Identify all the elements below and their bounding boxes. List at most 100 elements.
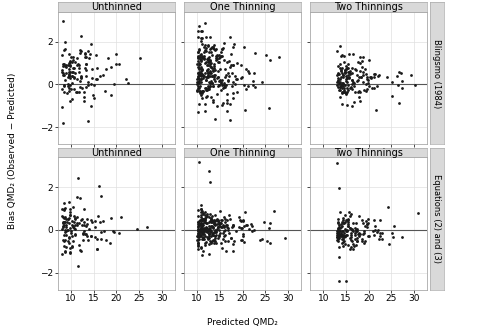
- Point: [338, 73, 346, 78]
- Point: [336, 79, 344, 85]
- Text: Unthinned: Unthinned: [91, 148, 142, 158]
- Point: [194, 50, 202, 55]
- Point: [66, 234, 74, 239]
- Point: [204, 56, 212, 61]
- Point: [358, 58, 366, 63]
- Point: [195, 62, 203, 68]
- Point: [198, 79, 205, 84]
- Point: [65, 70, 73, 75]
- Point: [371, 223, 379, 229]
- Point: [204, 220, 212, 225]
- Point: [205, 242, 213, 247]
- Point: [338, 228, 345, 233]
- Point: [69, 204, 77, 210]
- Point: [90, 234, 98, 240]
- Point: [204, 84, 212, 89]
- Point: [338, 232, 346, 237]
- Point: [336, 66, 344, 71]
- Point: [72, 59, 80, 65]
- Point: [194, 80, 202, 85]
- Point: [200, 217, 208, 222]
- Point: [72, 76, 80, 82]
- Point: [202, 45, 210, 50]
- Point: [346, 74, 354, 79]
- Point: [335, 244, 343, 249]
- Point: [229, 222, 237, 228]
- Point: [66, 225, 74, 231]
- Point: [194, 221, 202, 226]
- Point: [194, 72, 202, 78]
- Point: [348, 234, 356, 240]
- Point: [237, 237, 245, 243]
- Point: [362, 74, 370, 79]
- Point: [348, 228, 356, 233]
- Point: [334, 71, 342, 76]
- Point: [244, 69, 252, 74]
- Point: [195, 88, 203, 93]
- Point: [336, 233, 344, 239]
- Point: [354, 228, 362, 234]
- Point: [370, 228, 378, 233]
- Point: [66, 212, 74, 218]
- Point: [354, 78, 362, 83]
- Point: [198, 41, 206, 46]
- Point: [342, 78, 350, 83]
- Point: [242, 223, 250, 228]
- Point: [202, 209, 209, 214]
- Point: [116, 61, 124, 67]
- Point: [64, 216, 72, 221]
- Point: [206, 228, 214, 233]
- Point: [198, 222, 206, 227]
- Point: [60, 72, 68, 78]
- Point: [199, 236, 207, 241]
- Point: [202, 229, 210, 235]
- Point: [60, 206, 68, 212]
- Point: [86, 227, 94, 232]
- Point: [216, 78, 224, 83]
- Point: [222, 82, 230, 87]
- Point: [224, 70, 232, 75]
- Point: [214, 54, 222, 59]
- Point: [334, 79, 342, 84]
- Point: [65, 88, 73, 94]
- Point: [209, 68, 217, 74]
- Point: [334, 230, 342, 235]
- Point: [202, 228, 210, 233]
- Point: [74, 89, 82, 94]
- Point: [202, 77, 210, 82]
- Point: [222, 223, 230, 228]
- Point: [204, 59, 212, 64]
- Point: [204, 83, 212, 88]
- Point: [262, 52, 270, 58]
- Point: [194, 222, 202, 227]
- Point: [250, 227, 258, 233]
- Point: [220, 219, 228, 224]
- Point: [347, 244, 355, 249]
- Point: [333, 237, 341, 242]
- Point: [204, 226, 212, 231]
- Point: [195, 77, 203, 82]
- Point: [334, 238, 342, 243]
- Point: [335, 222, 343, 227]
- Point: [198, 228, 205, 233]
- Point: [194, 241, 202, 246]
- Point: [87, 233, 95, 239]
- Point: [214, 224, 222, 229]
- Point: [335, 81, 343, 86]
- Point: [198, 234, 206, 240]
- Point: [60, 222, 68, 228]
- Point: [198, 217, 206, 223]
- Point: [102, 66, 110, 72]
- Point: [196, 217, 203, 222]
- Point: [214, 235, 222, 241]
- Point: [248, 221, 256, 227]
- Point: [58, 252, 66, 257]
- Point: [194, 223, 202, 229]
- Point: [207, 220, 215, 225]
- Point: [198, 54, 206, 59]
- Point: [212, 72, 220, 78]
- Point: [216, 220, 224, 226]
- Text: Predicted QMD₂: Predicted QMD₂: [207, 318, 278, 327]
- Point: [210, 227, 218, 233]
- Point: [218, 224, 226, 230]
